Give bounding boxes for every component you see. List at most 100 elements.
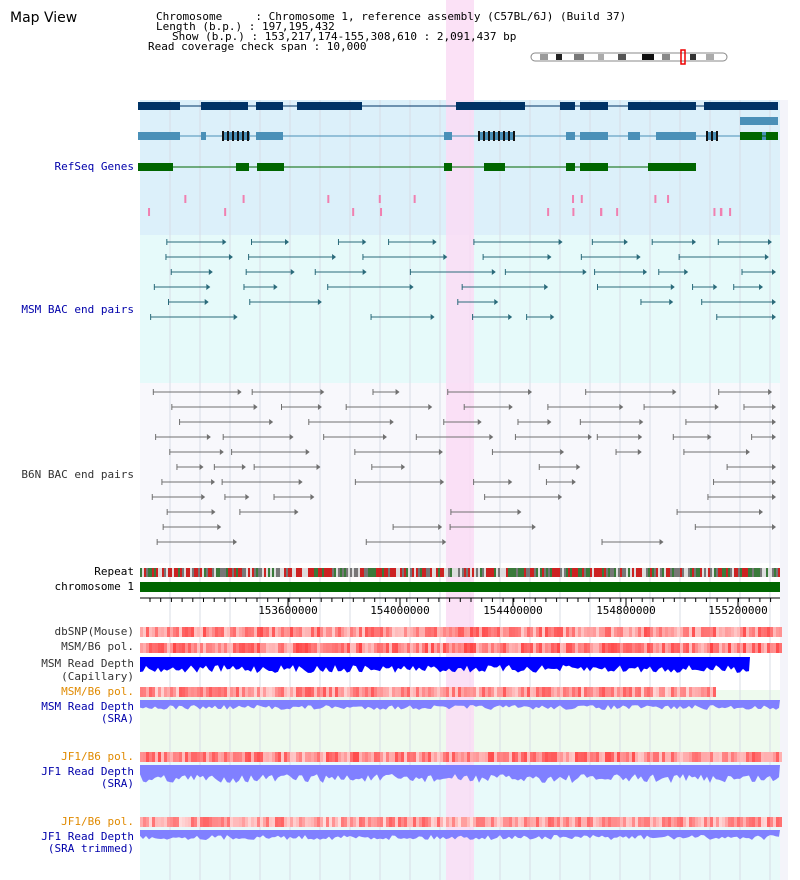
heat-cell (569, 627, 572, 637)
heat-cell (206, 643, 209, 653)
heat-cell (323, 817, 326, 827)
heat-cell (386, 687, 389, 697)
repeat-cell (472, 568, 474, 577)
heat-cell (203, 643, 206, 653)
bac-end-arrow (491, 269, 496, 275)
heat-cell (557, 817, 560, 827)
heat-cell (461, 687, 464, 697)
heat-cell (383, 687, 386, 697)
heat-cell (365, 817, 368, 827)
heat-cell (317, 643, 320, 653)
heat-cell (260, 817, 263, 827)
heat-cell (689, 627, 692, 637)
heat-cell (158, 627, 161, 637)
heat-cell (149, 817, 152, 827)
heat-cell (728, 627, 731, 637)
gene-exon (201, 132, 206, 140)
bac-end-arrow (233, 314, 238, 320)
repeat-cell (626, 568, 628, 577)
bac-end-arrow (638, 434, 643, 440)
bac-end-arrow (273, 284, 278, 290)
heat-cell (323, 643, 326, 653)
heat-cell (371, 687, 374, 697)
refseq-marker (720, 208, 723, 216)
track-label-jf1-b6-pol[interactable]: JF1/B6 pol. (61, 750, 134, 763)
heat-cell (602, 643, 605, 653)
gene-tick (513, 131, 515, 141)
track-label-msm-bac[interactable]: MSM BAC end pairs (21, 303, 134, 316)
heat-cell (236, 687, 239, 697)
bac-end-arrow (576, 464, 581, 470)
repeat-cell (188, 568, 190, 577)
heat-cell (518, 627, 521, 637)
track-label-dbsnp[interactable]: dbSNP(Mouse) (54, 625, 134, 638)
heat-cell (221, 752, 224, 762)
right-margin (780, 100, 788, 880)
heat-cell (464, 817, 467, 827)
repeat-cell (642, 568, 644, 577)
track-label-msm-b6-pol[interactable]: MSM/B6 pol. (61, 640, 134, 653)
heat-cell (179, 643, 182, 653)
repeat-cell (308, 568, 310, 577)
track-label-msm-b6-pol-sra[interactable]: MSM/B6 pol. (61, 685, 134, 698)
track-label-refseq[interactable]: RefSeq Genes (54, 160, 134, 173)
heat-cell (503, 752, 506, 762)
heat-cell (341, 817, 344, 827)
heat-cell (179, 627, 182, 637)
repeat-cell (310, 568, 312, 577)
heat-cell (233, 752, 236, 762)
track-label-b6n-bac[interactable]: B6N BAC end pairs (21, 468, 134, 481)
heat-cell (161, 643, 164, 653)
track-label-jf1-depth[interactable]: JF1 Read Depth (41, 765, 134, 778)
heat-cell (386, 627, 389, 637)
heat-cell (638, 627, 641, 637)
gene-exon (478, 132, 515, 140)
heat-cell (509, 643, 512, 653)
heat-cell (419, 643, 422, 653)
repeat-cell (306, 568, 308, 577)
heat-cell (632, 752, 635, 762)
track-label-msm-depth-sra[interactable]: MSM Read Depth (41, 700, 134, 713)
heat-cell (647, 817, 650, 827)
heat-cell (587, 817, 590, 827)
repeat-cell (408, 568, 410, 577)
track-label-jf1-trimmed[interactable]: JF1 Read Depth (41, 830, 134, 843)
heat-cell (398, 643, 401, 653)
repeat-cell (544, 568, 546, 577)
heat-cell (143, 627, 146, 637)
repeat-cell (704, 568, 706, 577)
heat-cell (287, 752, 290, 762)
bac-end-arrow (362, 269, 367, 275)
heat-cell (599, 752, 602, 762)
heat-cell (698, 643, 701, 653)
track-label-jf1-b6-pol-trimmed[interactable]: JF1/B6 pol. (61, 815, 134, 828)
repeat-cell (638, 568, 640, 577)
heat-cell (755, 627, 758, 637)
heat-cell (398, 627, 401, 637)
heat-cell (569, 687, 572, 697)
repeat-cell (318, 568, 320, 577)
heat-cell (701, 817, 704, 827)
heat-cell (473, 752, 476, 762)
heat-cell (254, 627, 257, 637)
heat-cell (356, 687, 359, 697)
heat-cell (779, 627, 782, 637)
heat-cell (341, 752, 344, 762)
heat-cell (764, 752, 767, 762)
repeat-cell (574, 568, 576, 577)
repeat-cell (526, 568, 528, 577)
heat-cell (395, 627, 398, 637)
heat-cell (203, 817, 206, 827)
heat-cell (569, 643, 572, 653)
ideogram-band (642, 54, 654, 60)
track-label-msm-depth-capillary[interactable]: MSM Read Depth (41, 657, 134, 670)
heat-cell (575, 817, 578, 827)
heat-cell (473, 627, 476, 637)
heat-cell (575, 687, 578, 697)
bac-end-arrow (290, 269, 295, 275)
heat-cell (314, 752, 317, 762)
repeat-cell (334, 568, 336, 577)
heat-cell (707, 752, 710, 762)
heat-cell (632, 817, 635, 827)
